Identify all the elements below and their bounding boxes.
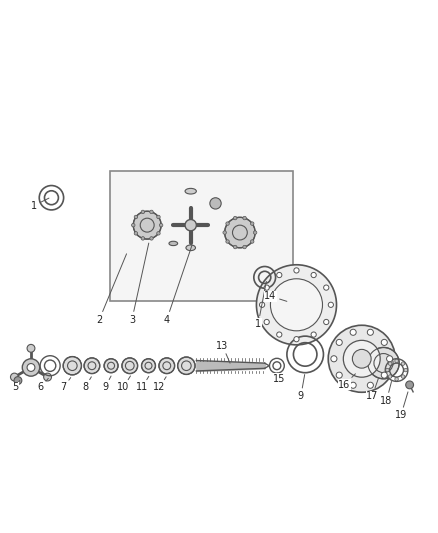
Text: 11: 11 (136, 376, 149, 392)
Circle shape (226, 222, 230, 225)
Circle shape (251, 240, 254, 243)
Circle shape (389, 375, 392, 378)
Circle shape (243, 216, 246, 220)
Circle shape (387, 356, 392, 362)
Circle shape (131, 223, 135, 227)
Circle shape (331, 356, 337, 362)
Circle shape (157, 232, 160, 235)
Text: 10: 10 (117, 376, 131, 392)
Circle shape (294, 336, 299, 342)
Text: 15: 15 (273, 373, 285, 384)
Circle shape (311, 272, 316, 278)
Circle shape (210, 198, 221, 209)
Circle shape (11, 373, 18, 381)
Circle shape (63, 357, 81, 375)
Ellipse shape (185, 188, 196, 194)
Circle shape (336, 340, 342, 345)
Circle shape (27, 344, 35, 352)
Circle shape (226, 240, 230, 243)
Circle shape (336, 372, 342, 378)
Circle shape (185, 220, 196, 231)
Circle shape (343, 341, 380, 377)
Circle shape (352, 350, 371, 368)
Circle shape (395, 377, 398, 381)
Circle shape (22, 359, 40, 376)
Circle shape (159, 358, 175, 374)
Circle shape (157, 215, 160, 219)
Circle shape (368, 348, 399, 379)
Circle shape (150, 237, 153, 240)
Text: 1: 1 (255, 281, 266, 329)
Circle shape (134, 215, 138, 219)
Text: 14: 14 (264, 291, 287, 301)
Circle shape (277, 332, 282, 337)
Circle shape (251, 222, 254, 225)
Circle shape (406, 381, 413, 389)
Circle shape (259, 302, 265, 308)
Text: 5: 5 (12, 381, 20, 392)
Circle shape (270, 279, 322, 331)
Circle shape (311, 332, 316, 337)
Text: 17: 17 (366, 379, 378, 401)
Text: 4: 4 (164, 245, 192, 325)
Text: 19: 19 (395, 392, 408, 421)
Circle shape (367, 382, 374, 389)
Ellipse shape (186, 245, 195, 251)
Circle shape (324, 319, 329, 325)
Circle shape (150, 210, 153, 214)
Circle shape (401, 362, 405, 365)
Circle shape (350, 329, 356, 335)
Circle shape (401, 375, 405, 378)
Circle shape (404, 368, 407, 372)
Circle shape (44, 373, 52, 381)
Circle shape (328, 325, 395, 392)
Circle shape (159, 223, 163, 227)
Text: 12: 12 (153, 377, 166, 392)
Circle shape (141, 210, 145, 214)
Circle shape (134, 232, 138, 235)
Circle shape (395, 359, 398, 362)
Circle shape (141, 237, 145, 240)
Text: 2: 2 (96, 254, 127, 325)
Circle shape (122, 358, 138, 374)
Text: 1: 1 (31, 198, 49, 211)
Circle shape (178, 357, 195, 375)
Text: 8: 8 (82, 377, 92, 392)
Circle shape (141, 359, 155, 373)
Circle shape (223, 231, 226, 235)
Circle shape (233, 245, 237, 249)
Circle shape (14, 377, 22, 384)
Circle shape (256, 265, 336, 345)
Circle shape (294, 268, 299, 273)
Text: 9: 9 (298, 375, 305, 401)
Text: 6: 6 (38, 378, 48, 392)
Circle shape (277, 272, 282, 278)
Circle shape (350, 382, 356, 389)
Circle shape (27, 364, 35, 372)
Circle shape (381, 372, 387, 378)
Circle shape (367, 329, 374, 335)
Circle shape (324, 285, 329, 290)
Circle shape (264, 319, 269, 325)
Circle shape (253, 231, 257, 235)
Circle shape (225, 217, 255, 248)
Circle shape (381, 340, 387, 345)
Text: 7: 7 (60, 377, 71, 392)
FancyBboxPatch shape (110, 171, 293, 301)
Circle shape (386, 368, 389, 372)
Circle shape (84, 358, 100, 374)
Circle shape (233, 216, 237, 220)
Ellipse shape (169, 241, 178, 246)
Text: 9: 9 (102, 376, 111, 392)
Text: 13: 13 (216, 341, 230, 363)
Circle shape (328, 302, 333, 308)
Text: 3: 3 (129, 243, 149, 325)
Circle shape (389, 362, 392, 365)
Text: 16: 16 (338, 374, 356, 390)
Circle shape (104, 359, 118, 373)
Text: 18: 18 (381, 382, 393, 406)
Circle shape (133, 211, 161, 239)
Circle shape (264, 285, 269, 290)
Circle shape (243, 245, 246, 249)
